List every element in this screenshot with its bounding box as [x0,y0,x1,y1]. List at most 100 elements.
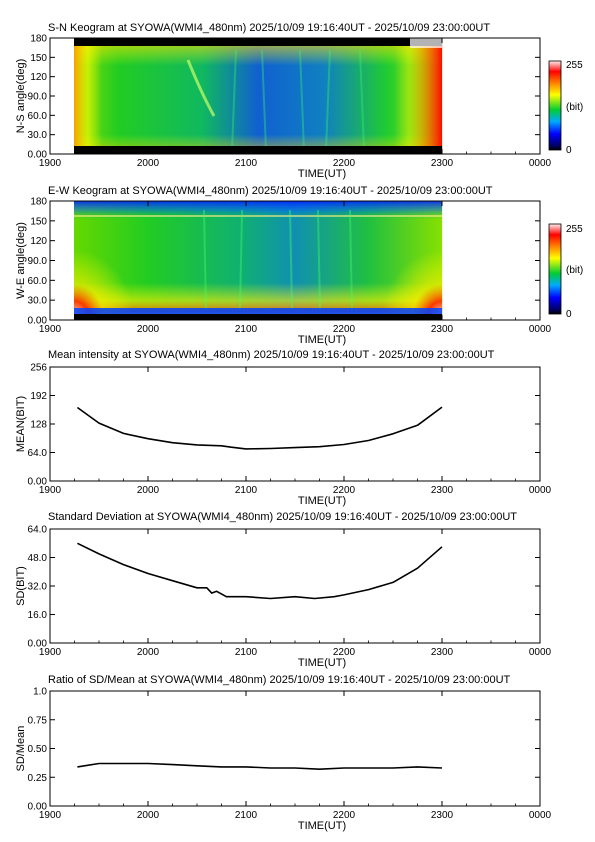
sn-x-tick-label: 0000 [529,158,552,169]
mean-intensity-title: Mean intensity at SYOWA(WMI4_480nm) 2025… [48,349,495,361]
mean-y-tick-label: 128 [30,420,47,431]
sd-y-axis-label: SD(BIT) [15,566,27,606]
mean-y-axis-label: MEAN(BIT) [15,396,27,452]
ew-streak [239,209,243,311]
ew-y-axis-label: W-E angle(deg) [15,222,27,299]
sn-colorbar-gradient [548,60,562,151]
sn-x-axis-label: TIME(UT) [298,168,346,180]
ratio-x-tick-label: 1900 [39,810,62,821]
mean-y-tick-label: 64.0 [28,448,48,459]
sn-streak [359,49,365,151]
mean-x-tick-label: 2100 [235,485,258,496]
ew-keogram-streaks [203,209,353,311]
sd-x-tick-label: 2000 [137,647,160,658]
sn-x-tick-label: 2200 [333,158,356,169]
sn-y-tick-label: 30.0 [28,130,48,141]
ew-streak [317,209,321,311]
ew-colorbar-unit-label: (bit) [566,265,583,276]
sn-y-tick-label: 0.00 [28,150,48,161]
sn-y-axis-label: N-S angle(deg) [15,59,27,134]
mean-x-tick-label: 1900 [39,485,62,496]
sn-streak [325,49,331,151]
sd-series-line [77,542,443,600]
sd-y-tick-label: 48.0 [28,553,48,564]
sn-keogram-bottom-black-band [74,146,443,154]
sn-y-tick-label: 60.0 [28,111,48,122]
mean-y-tick-label: 192 [30,391,47,402]
sn-y-tick-label: 120 [30,72,47,83]
sn-y-tick-label: 180 [30,34,47,45]
sn-keogram-top-white-corner [410,38,442,48]
ew-x-tick-label: 1900 [39,324,62,335]
ratio-x-tick-label: 2100 [235,810,258,821]
ratio-y-tick-label: 0.00 [28,802,48,813]
mean-series-line [76,406,443,450]
sd-x-tick-label: 1900 [39,647,62,658]
sn-streak [231,49,237,151]
sd-x-axis-label: TIME(UT) [298,657,346,669]
ratio-y-tick-label: 0.25 [28,773,48,784]
mean-x-tick-label: 0000 [529,485,552,496]
ratio-y-tick-label: 1.0 [33,687,47,698]
sn-streak [261,49,267,151]
sn-x-tick-label: 1900 [39,158,62,169]
ew-x-tick-label: 2000 [137,324,160,335]
sd-mean-ratio-title: Ratio of SD/Mean at SYOWA(WMI4_480nm) 20… [48,674,511,686]
sn-streak [299,49,305,151]
sn-x-tick-label: 2100 [235,158,258,169]
sn-keogram-image [74,38,443,154]
mean-y-tick-label: 0.00 [28,477,48,488]
sd-mean-ratio-panel: Ratio of SD/Mean at SYOWA(WMI4_480nm) 20… [15,674,552,832]
mean-x-tick-label: 2200 [333,485,356,496]
ratio-y-tick-label: 0.50 [28,744,48,755]
mean-plot-frame [49,366,541,482]
ew-keogram-left-corner-glow [74,250,134,318]
mean-y-tick-label: 256 [30,363,47,374]
sn-keogram-left-glow [74,46,102,154]
ew-x-tick-label: 2100 [235,324,258,335]
sn-x-tick-label: 2000 [137,158,160,169]
ew-keogram-bottom-blue-band [74,308,443,314]
sn-keogram-topbot-glow [74,46,443,154]
sd-x-tick-label: 2300 [431,647,454,658]
ratio-x-tick-label: 2000 [137,810,160,821]
ew-colorbar: 255 (bit) 0 [548,223,583,320]
ratio-series-line [77,762,443,771]
sn-keogram-right-glow [394,46,443,154]
ew-colorbar-max-label: 255 [566,224,583,235]
ew-x-tick-label: 0000 [529,324,552,335]
ew-keogram-right-corner-glow [382,250,443,318]
sd-y-tick-label: 0.00 [28,639,48,650]
sn-keogram-title: S-N Keogram at SYOWA(WMI4_480nm) 2025/10… [48,22,490,34]
sn-keogram-streaks [231,49,365,151]
sn-colorbar-unit-label: (bit) [566,102,583,113]
ratio-plot-frame [49,690,541,807]
ew-y-tick-label: 180 [30,197,47,208]
ew-y-tick-label: 0.00 [28,316,48,327]
ew-keogram-panel: E-W Keogram at SYOWA(WMI4_480nm) 2025/10… [15,185,583,346]
ew-streak [349,209,353,311]
mean-x-tick-label: 2300 [431,485,454,496]
sd-x-tick-label: 2100 [235,647,258,658]
sd-y-tick-label: 32.0 [28,582,48,593]
ew-x-tick-label: 2300 [431,324,454,335]
sn-keogram-panel: S-N Keogram at SYOWA(WMI4_480nm) 2025/10… [15,22,583,180]
standard-deviation-panel: Standard Deviation at SYOWA(WMI4_480nm) … [15,511,552,669]
mean-x-tick-label: 2000 [137,485,160,496]
ratio-y-tick-label: 0.75 [28,715,48,726]
sn-y-tick-label: 150 [30,53,47,64]
ew-streak [289,209,293,311]
ew-y-tick-label: 90.0 [28,256,48,267]
sd-plot-frame [49,528,541,644]
ew-y-tick-label: 150 [30,216,47,227]
ew-colorbar-min-label: 0 [566,309,572,320]
sn-colorbar: 255 (bit) 0 [548,60,583,156]
ratio-x-tick-label: 2300 [431,810,454,821]
ew-keogram-image [74,201,443,320]
ew-y-tick-label: 120 [30,236,47,247]
ew-keogram-bottom-black-band [74,314,443,320]
standard-deviation-title: Standard Deviation at SYOWA(WMI4_480nm) … [48,511,517,523]
ew-y-tick-label: 60.0 [28,276,48,287]
ew-keogram-title: E-W Keogram at SYOWA(WMI4_480nm) 2025/10… [48,185,493,197]
